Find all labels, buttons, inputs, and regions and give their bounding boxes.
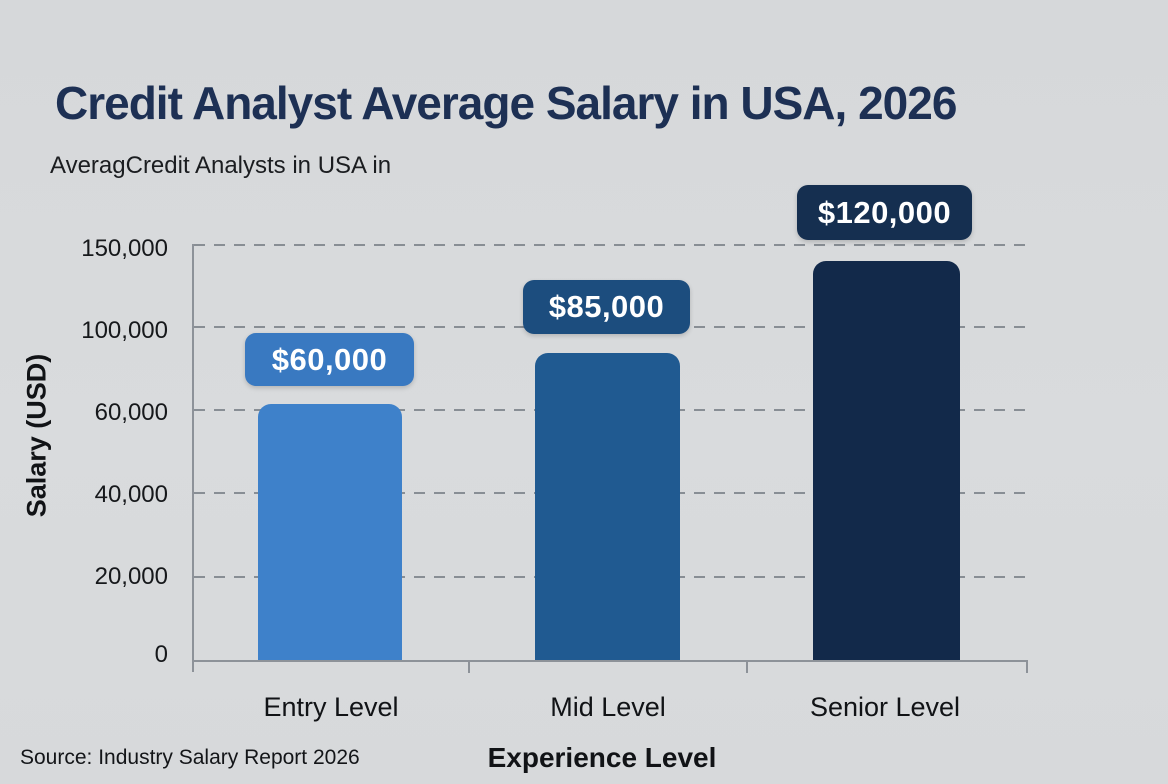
x-axis-tick-2 <box>746 660 748 673</box>
bar-mid-level <box>535 353 680 660</box>
x-axis-tick-3 <box>1026 660 1028 673</box>
y-tick-60000: 60,000 <box>94 399 168 426</box>
x-axis-line <box>192 660 1028 662</box>
y-tick-20000: 20,000 <box>94 563 168 590</box>
chart-title: Credit Analyst Average Salary in USA, 20… <box>55 77 957 129</box>
y-tick-0: 0 <box>154 641 168 668</box>
chart-subtitle: AveragCredit Analysts in USA in <box>50 152 392 179</box>
x-tick-label-mid-level: Mid Level <box>550 692 666 722</box>
y-axis-line <box>192 244 194 672</box>
value-callout-mid: $85,000 <box>523 280 690 348</box>
x-axis-title: Experience Level <box>487 742 717 773</box>
y-tick-150000: 150,000 <box>81 235 168 262</box>
value-label-senior: $120,000 <box>817 194 952 230</box>
x-tick-label-senior-level: Senior Level <box>809 692 961 722</box>
value-label-entry: $60,000 <box>271 341 388 377</box>
bar-entry-level <box>258 404 402 660</box>
x-axis-tick-1 <box>468 660 470 673</box>
value-callout-senior: $120,000 <box>797 185 972 254</box>
y-tick-40000: 40,000 <box>94 481 168 508</box>
value-label-mid: $85,000 <box>548 289 665 324</box>
bar-senior-level <box>813 261 960 660</box>
source-note: Source: Industry Salary Report 2026 <box>20 746 360 769</box>
y-tick-100000: 100,000 <box>81 317 168 344</box>
gridline-150000 <box>194 244 1027 246</box>
value-callout-entry: $60,000 <box>245 333 414 400</box>
x-tick-label-entry-level: Entry Level <box>263 692 399 722</box>
